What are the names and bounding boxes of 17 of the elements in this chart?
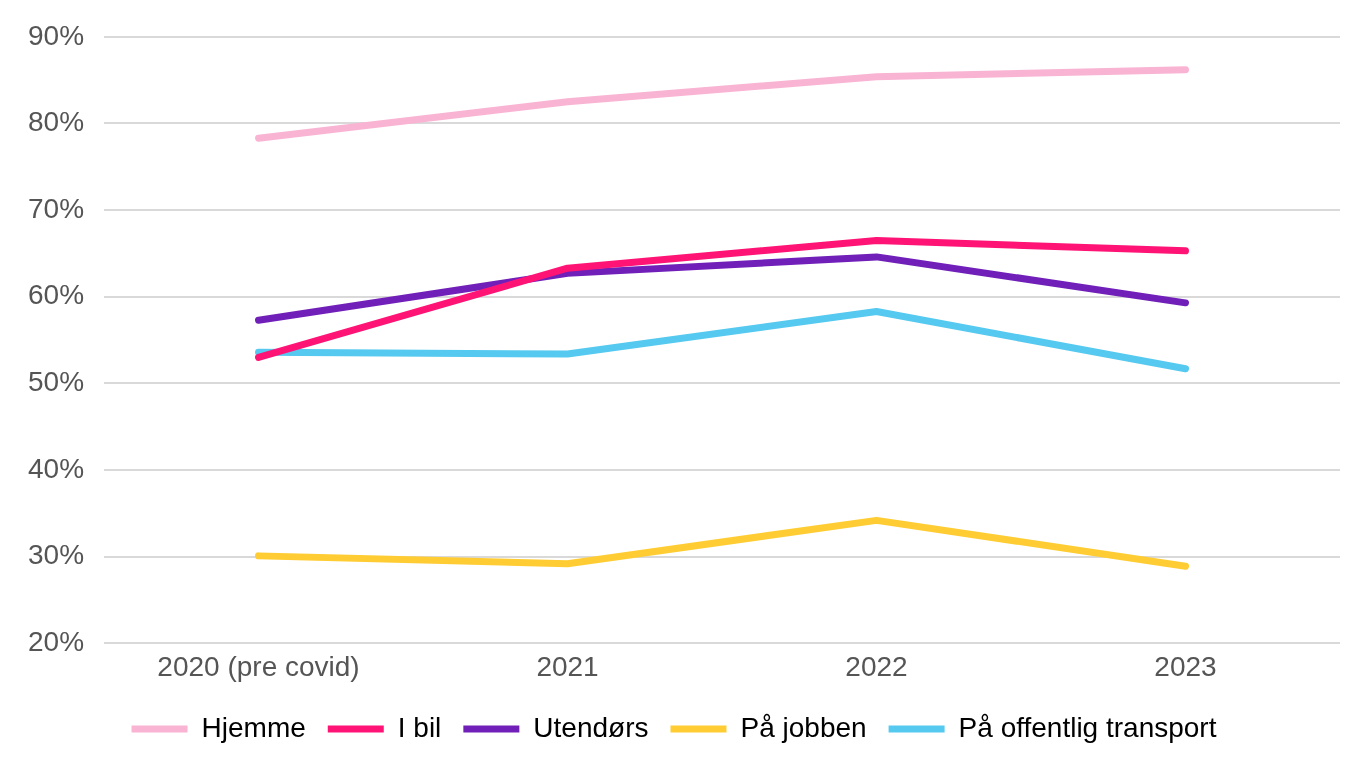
- y-tick-label: 30%: [27, 539, 85, 571]
- y-tick-label: 50%: [27, 366, 85, 398]
- y-tick-label: 80%: [27, 106, 85, 138]
- legend-label: På offentlig transport: [958, 711, 1217, 743]
- y-tick-label: 60%: [27, 279, 85, 311]
- x-tick-label: 2022: [845, 650, 908, 682]
- y-tick-label: 20%: [27, 626, 85, 658]
- x-tick-label: 2020 (pre covid): [157, 650, 360, 682]
- legend-label: Utendørs: [533, 711, 649, 743]
- x-tick-label: 2021: [536, 650, 599, 682]
- legend-label: På jobben: [740, 711, 867, 743]
- legend-label: I bil: [397, 711, 442, 743]
- x-tick-label: 2023: [1154, 650, 1217, 682]
- y-tick-label: 40%: [27, 452, 85, 484]
- y-tick-label: 90%: [27, 19, 85, 51]
- legend-label: Hjemme: [201, 711, 306, 743]
- y-tick-label: 70%: [27, 192, 85, 224]
